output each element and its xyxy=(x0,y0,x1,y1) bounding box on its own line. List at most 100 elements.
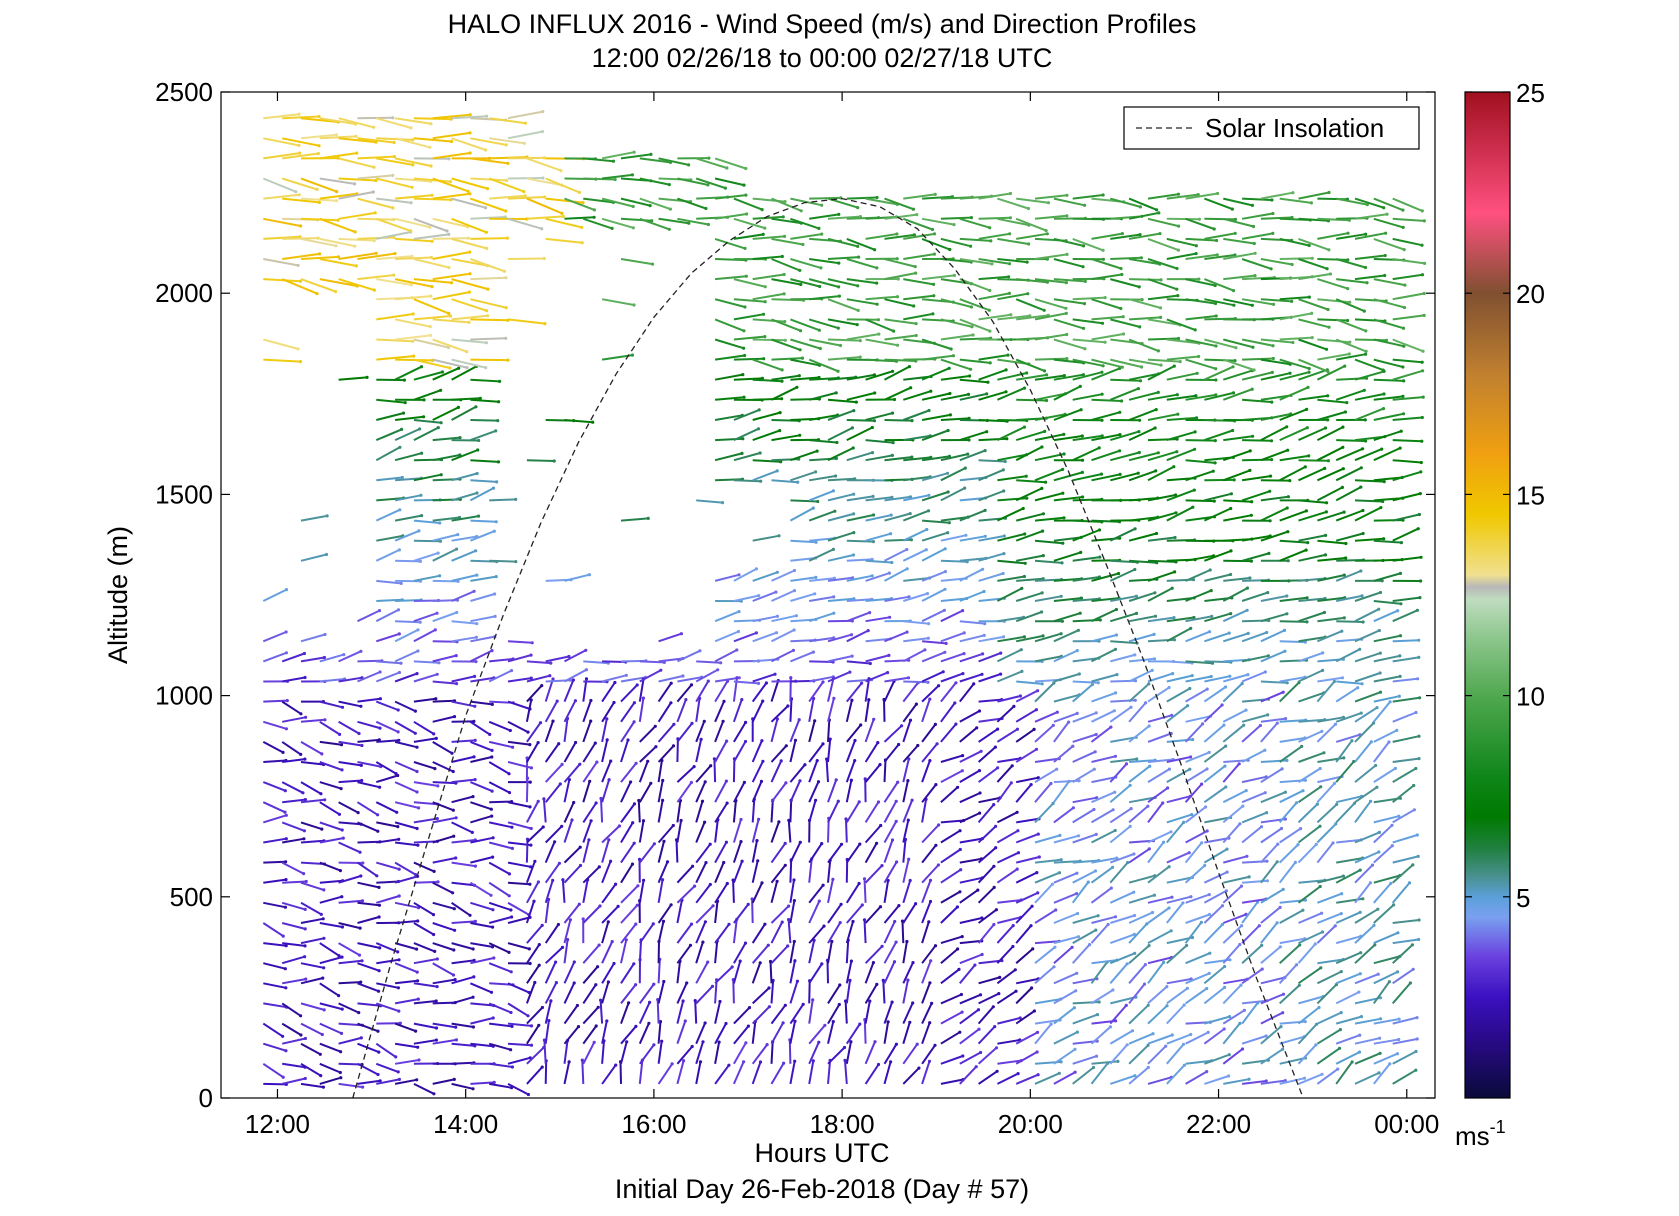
wind-vector xyxy=(375,548,400,562)
wind-vector xyxy=(1147,413,1178,421)
wind-vector xyxy=(997,1059,1022,1065)
wind-vector xyxy=(282,197,320,204)
wind-vector-head xyxy=(1025,371,1029,375)
wind-vector xyxy=(676,800,682,823)
wind-vector xyxy=(1090,923,1109,944)
wind-vector xyxy=(262,1022,284,1038)
wind-vector xyxy=(376,137,413,141)
wind-vector xyxy=(884,213,917,220)
wind-vector-head xyxy=(887,571,892,575)
wind-vector-head xyxy=(1420,439,1424,443)
wind-vector xyxy=(865,295,898,301)
wind-vector xyxy=(1241,258,1272,270)
wind-vector xyxy=(1147,193,1179,200)
wind-vector xyxy=(733,233,764,240)
wind-vector-head xyxy=(416,628,420,632)
wind-vector-head xyxy=(1420,360,1424,364)
wind-vector-head xyxy=(597,865,601,869)
wind-vector-head xyxy=(1002,635,1006,639)
wind-vector xyxy=(1166,944,1188,964)
wind-vector xyxy=(1072,768,1095,783)
wind-vector xyxy=(827,597,854,602)
wind-vector-head xyxy=(632,841,636,845)
wind-vector-head xyxy=(983,534,987,538)
wind-vector xyxy=(1372,981,1391,1004)
wind-vector xyxy=(1185,675,1212,683)
wind-vector-head xyxy=(779,460,783,464)
wind-vector xyxy=(751,799,756,823)
wind-vector xyxy=(507,1083,529,1096)
wind-vector xyxy=(300,839,325,844)
wind-vector xyxy=(940,318,973,328)
wind-vector xyxy=(903,232,935,240)
wind-vector-head xyxy=(1100,370,1104,374)
wind-vector xyxy=(451,942,474,950)
wind-vector xyxy=(1260,791,1286,804)
wind-vector-head xyxy=(1419,470,1423,474)
wind-vector-head xyxy=(632,150,636,154)
wind-vector xyxy=(1222,358,1255,371)
wind-vector-head xyxy=(1214,238,1219,243)
wind-vector xyxy=(790,651,814,663)
wind-vector xyxy=(601,197,634,208)
wind-vector xyxy=(1279,1057,1306,1065)
wind-vector-head xyxy=(323,718,327,722)
wind-vector xyxy=(1335,802,1356,824)
wind-vector xyxy=(394,452,422,462)
wind-vector xyxy=(376,821,398,828)
wind-vector xyxy=(1016,373,1047,381)
wind-vector-head xyxy=(1207,893,1211,897)
wind-vector xyxy=(695,781,707,803)
wind-vector-head xyxy=(1253,274,1257,278)
wind-vector xyxy=(676,865,694,884)
wind-vector-head xyxy=(1346,258,1350,262)
wind-vector-head xyxy=(392,140,396,145)
wind-vector-head xyxy=(1359,485,1363,489)
wind-vector xyxy=(1109,706,1132,723)
wind-vector-head xyxy=(875,982,879,987)
wind-vector xyxy=(733,278,766,288)
wind-vector xyxy=(470,358,509,362)
wind-vector xyxy=(676,699,687,723)
wind-vector-head xyxy=(933,192,937,196)
wind-vector xyxy=(1373,197,1404,212)
wind-vector xyxy=(1110,914,1135,924)
wind-vector-head xyxy=(1040,486,1044,490)
wind-vector xyxy=(978,767,999,783)
wind-vector-head xyxy=(1212,499,1216,503)
wind-vector xyxy=(921,274,955,281)
wind-vector-head xyxy=(541,176,545,180)
wind-vector xyxy=(1204,1015,1230,1025)
wind-vector xyxy=(787,919,792,944)
wind-vector xyxy=(1392,864,1414,884)
wind-vector-head xyxy=(972,682,976,686)
wind-vector-head xyxy=(820,232,824,236)
wind-vector xyxy=(1373,634,1401,643)
wind-vector-head xyxy=(914,702,919,706)
wind-vector-head xyxy=(1252,241,1256,246)
wind-vector xyxy=(1166,489,1195,502)
wind-vector xyxy=(789,841,802,864)
wind-vector xyxy=(620,684,638,703)
wind-vector xyxy=(978,635,1004,643)
wind-vector xyxy=(1260,888,1284,904)
wind-vector-head xyxy=(858,355,862,359)
wind-vector-head xyxy=(1395,728,1399,733)
wind-vector-head xyxy=(853,759,857,763)
wind-vector-head xyxy=(659,668,663,672)
wind-vector xyxy=(1354,691,1381,703)
wind-vector xyxy=(751,882,763,904)
wind-vector-head xyxy=(321,1085,325,1089)
wind-vector-head xyxy=(1072,1006,1076,1010)
wind-vector-head xyxy=(631,226,635,230)
wind-vector-head xyxy=(284,837,288,841)
wind-vector xyxy=(1279,466,1306,482)
wind-vector xyxy=(1317,353,1350,361)
wind-vector xyxy=(620,153,652,160)
wind-vector-head xyxy=(1117,571,1121,576)
wind-vector-head xyxy=(777,534,781,538)
wind-vector xyxy=(808,760,819,783)
wind-vector-head xyxy=(711,904,715,908)
wind-vector-head xyxy=(692,765,696,769)
